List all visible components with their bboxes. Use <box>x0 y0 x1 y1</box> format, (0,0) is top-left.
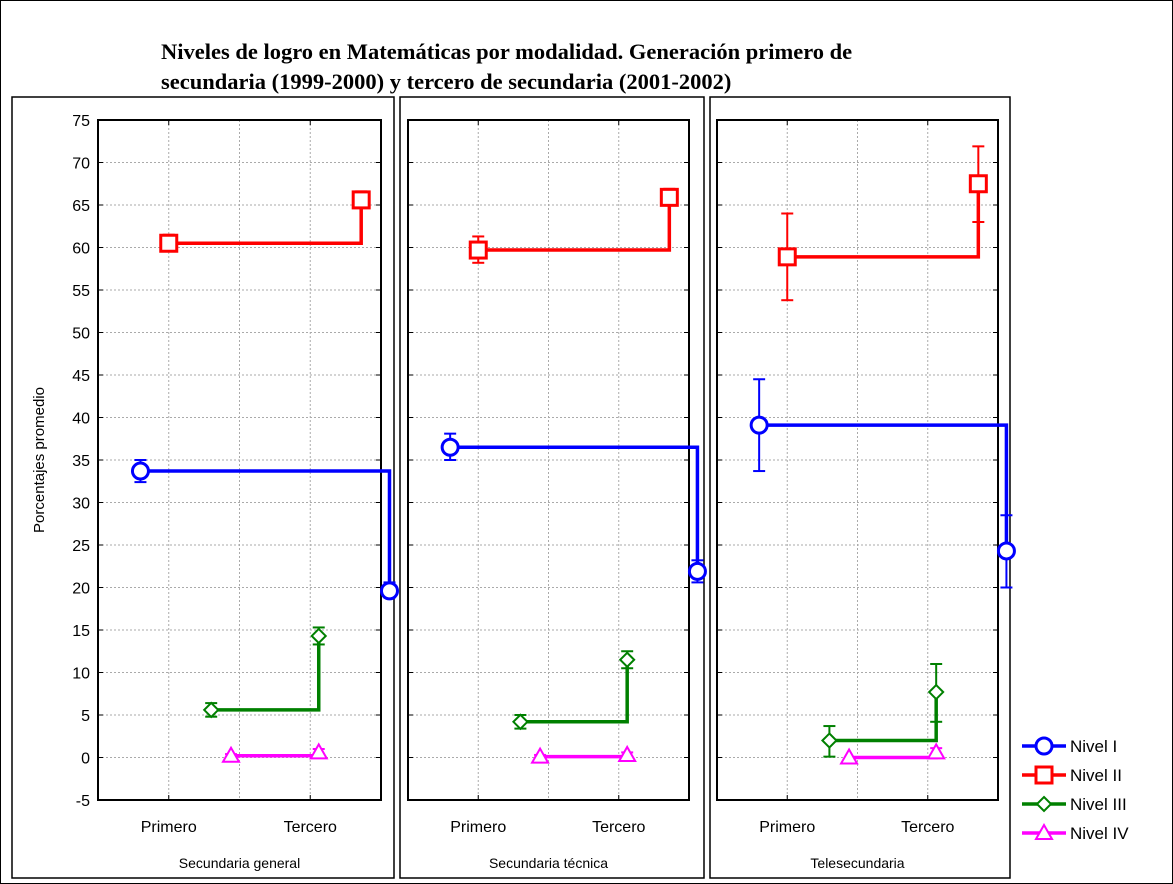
y-tick-label: 35 <box>72 453 90 470</box>
legend-marker <box>1035 795 1053 813</box>
y-tick-label: 30 <box>72 496 90 513</box>
plot-area <box>716 119 999 801</box>
x-tick-label: Primero <box>759 819 815 836</box>
data-point <box>379 581 399 601</box>
data-point <box>468 240 488 260</box>
series-line <box>478 197 672 252</box>
y-tick-label: 20 <box>72 581 90 598</box>
series-line <box>540 754 629 759</box>
chart-title-line-2: secundaria (1999-2000) y tercero de secu… <box>161 69 732 94</box>
panel-label: Telesecundaria <box>810 855 904 871</box>
y-tick-label: 45 <box>72 368 90 385</box>
data-point <box>159 233 179 253</box>
y-tick-label: 60 <box>72 241 90 258</box>
chart-title: Niveles de logro en Matemáticas por moda… <box>161 37 1061 97</box>
y-axis-label: Porcentajes promedio <box>31 387 48 533</box>
data-point <box>310 627 328 645</box>
series-line <box>759 423 1009 551</box>
y-tick-label: 40 <box>72 411 90 428</box>
data-point <box>130 461 150 481</box>
data-point <box>659 187 679 207</box>
plot-area <box>97 119 382 801</box>
x-tick-label: Tercero <box>901 819 954 836</box>
y-tick-label: 0 <box>81 751 90 768</box>
x-tick-label: Primero <box>450 819 506 836</box>
data-point <box>440 437 460 457</box>
series-line <box>787 183 981 259</box>
y-tick-label: 50 <box>72 326 90 343</box>
x-tick-label: Primero <box>141 819 197 836</box>
legend-marker <box>1034 736 1054 756</box>
legend-marker <box>1034 765 1054 785</box>
series-line <box>849 752 938 760</box>
data-point <box>839 747 859 765</box>
panel-label: Secundaria general <box>179 855 300 871</box>
panel-frame <box>709 96 1011 879</box>
series-line <box>450 445 700 572</box>
data-point <box>511 713 529 731</box>
data-point <box>927 683 945 701</box>
y-tick-label: 15 <box>72 623 90 640</box>
series-line <box>231 752 321 758</box>
y-tick-label: 75 <box>72 113 90 130</box>
series-line <box>211 635 321 712</box>
series-line <box>520 659 629 724</box>
data-point <box>749 415 769 435</box>
data-point <box>309 742 329 760</box>
data-point <box>996 541 1016 561</box>
data-point <box>820 732 838 749</box>
series-line <box>829 692 938 743</box>
data-point <box>926 742 946 760</box>
data-point <box>618 651 636 669</box>
legend-label: Nivel IV <box>1070 824 1129 843</box>
y-tick-label: 5 <box>81 708 90 725</box>
series-line <box>168 199 363 245</box>
plot-area <box>407 119 690 801</box>
y-tick-label: 55 <box>72 283 90 300</box>
y-tick-label: 65 <box>72 198 90 215</box>
data-point <box>530 746 550 764</box>
legend-label: Nivel III <box>1070 795 1127 814</box>
x-tick-label: Tercero <box>284 819 337 836</box>
data-point <box>777 247 797 267</box>
legend-marker <box>1034 822 1054 840</box>
y-tick-label: 10 <box>72 666 90 683</box>
series-line <box>140 469 392 591</box>
legend-label: Nivel I <box>1070 737 1117 756</box>
data-point <box>617 744 637 762</box>
y-tick-label: 70 <box>72 156 90 173</box>
y-tick-label: -5 <box>76 793 90 810</box>
data-point <box>202 701 220 719</box>
panel-frame <box>399 96 705 879</box>
panel-label: Secundaria técnica <box>489 855 608 871</box>
legend-label: Nivel II <box>1070 766 1122 785</box>
data-point <box>968 174 988 194</box>
data-point <box>221 745 241 763</box>
y-tick-label: 25 <box>72 538 90 555</box>
data-point <box>351 190 371 210</box>
panel-frame <box>11 96 395 879</box>
x-tick-label: Tercero <box>592 819 645 836</box>
chart-title-line-1: Niveles de logro en Matemáticas por moda… <box>161 39 853 64</box>
data-point <box>687 561 707 581</box>
